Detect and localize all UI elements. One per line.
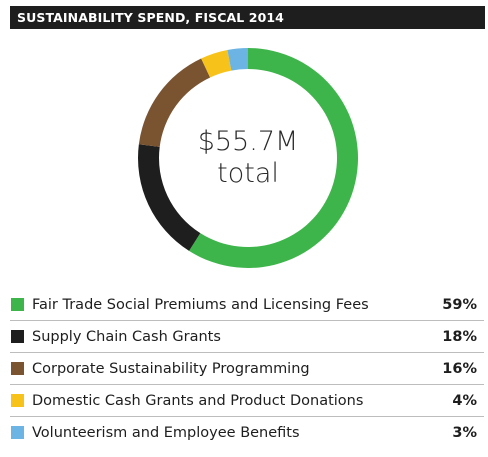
- legend-label: Volunteerism and Employee Benefits: [32, 424, 300, 441]
- legend-value: 18%: [442, 328, 477, 345]
- legend-label: Fair Trade Social Premiums and Licensing…: [32, 296, 369, 313]
- legend-value: 3%: [452, 424, 477, 441]
- legend-value: 59%: [442, 296, 477, 313]
- legend-swatch: [11, 298, 24, 311]
- legend-label: Supply Chain Cash Grants: [32, 328, 221, 345]
- header-bar: SUSTAINABILITY SPEND, FISCAL 2014: [10, 6, 485, 29]
- legend-swatch: [11, 426, 24, 439]
- legend-row: Fair Trade Social Premiums and Licensing…: [10, 289, 484, 321]
- legend-row: Volunteerism and Employee Benefits 3%: [10, 417, 484, 448]
- legend-value: 4%: [452, 392, 477, 409]
- legend-swatch: [11, 362, 24, 375]
- legend-label: Domestic Cash Grants and Product Donatio…: [32, 392, 364, 409]
- legend-swatch: [11, 330, 24, 343]
- chart-title: SUSTAINABILITY SPEND, FISCAL 2014: [17, 10, 284, 25]
- donut-chart: [138, 48, 358, 268]
- legend-row: Corporate Sustainability Programming 16%: [10, 353, 484, 385]
- donut-slice: [227, 48, 248, 71]
- legend-label: Corporate Sustainability Programming: [32, 360, 310, 377]
- donut-slice: [189, 48, 358, 268]
- legend-swatch: [11, 394, 24, 407]
- legend-row: Domestic Cash Grants and Product Donatio…: [10, 385, 484, 417]
- legend-value: 16%: [442, 360, 477, 377]
- legend-row: Supply Chain Cash Grants 18%: [10, 321, 484, 353]
- donut-slice: [138, 58, 211, 147]
- legend: Fair Trade Social Premiums and Licensing…: [10, 289, 484, 448]
- donut-slice: [201, 49, 232, 78]
- donut-slice: [138, 144, 201, 251]
